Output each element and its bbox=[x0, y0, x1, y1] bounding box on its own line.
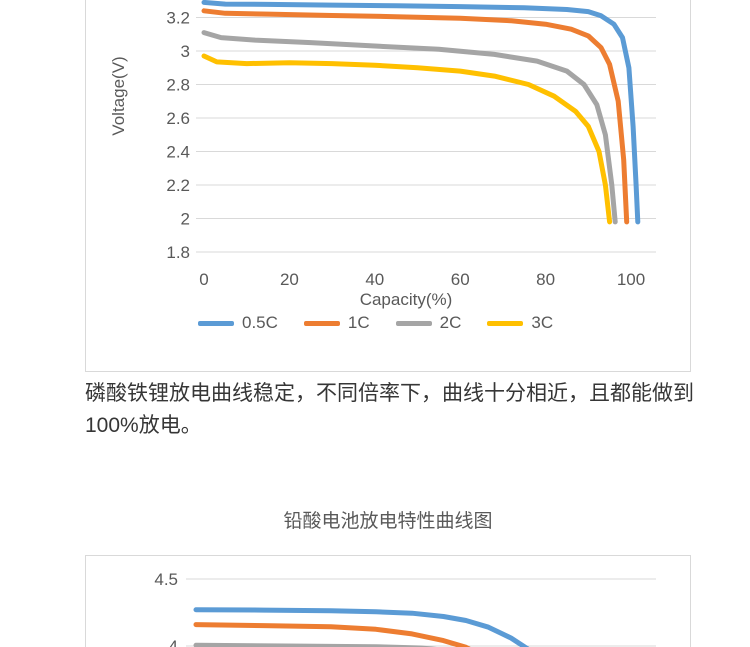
series-line-series-3 bbox=[193, 642, 438, 647]
legend-item-1C: 1C bbox=[303, 313, 370, 333]
y-tick-label: 3 bbox=[181, 42, 190, 61]
lead-acid-discharge-chart: 4.54 bbox=[154, 570, 656, 647]
y-tick-label: 4 bbox=[169, 637, 178, 647]
y-tick-label: 4.5 bbox=[154, 570, 178, 589]
legend-swatch-icon bbox=[395, 320, 432, 326]
x-tick-label: 100 bbox=[617, 270, 645, 289]
series-line-0.5C bbox=[201, 0, 641, 225]
series-line-2C bbox=[201, 30, 618, 225]
series-line-series-1 bbox=[193, 607, 530, 647]
legend-item-3C: 3C bbox=[487, 313, 553, 333]
legend-label: 3C bbox=[531, 313, 554, 332]
x-tick-label: 80 bbox=[536, 270, 555, 289]
x-axis-title: Capacity(%) bbox=[360, 290, 453, 309]
x-tick-label: 40 bbox=[365, 270, 384, 289]
caption-text: 磷酸铁锂放电曲线稳定，不同倍率下，曲线十分相近，且都能做到100%放电。 bbox=[85, 382, 694, 437]
y-tick-label: 2 bbox=[181, 210, 190, 229]
y-tick-label: 3.2 bbox=[166, 9, 190, 28]
series-line-3C bbox=[201, 53, 613, 225]
y-axis-title: Voltage(V) bbox=[109, 56, 128, 135]
legend-swatch-icon bbox=[487, 320, 524, 326]
legend-label: 2C bbox=[439, 313, 462, 332]
lifepo4-discharge-chart: 1.8 2 2.2 2.4 2.6 2.8 3 3.2 0 20 40 60 80 100 Capacity… bbox=[109, 0, 656, 309]
y-tick-label: 2.2 bbox=[166, 176, 190, 195]
y-tick-label: 2.8 bbox=[166, 76, 190, 95]
legend-label: 0.5C bbox=[242, 313, 278, 332]
y-tick-label: 2.4 bbox=[166, 143, 190, 162]
y-tick-label: 2.6 bbox=[166, 109, 190, 128]
legend-item-0.5C: 0.5C bbox=[198, 313, 278, 333]
x-tick-label: 0 bbox=[199, 270, 208, 289]
lifepo4-chart-panel: 1.8 2 2.2 2.4 2.6 2.8 3 3.2 0 20 40 60 80 100 Capacity… bbox=[85, 0, 691, 372]
legend-swatch-icon bbox=[198, 320, 234, 326]
y-tick-label: 1.8 bbox=[166, 243, 190, 262]
legend-label: 1C bbox=[347, 313, 370, 332]
series-line-1C bbox=[201, 8, 630, 225]
lead-acid-chart-title: 铅酸电池放电特性曲线图 bbox=[283, 511, 493, 532]
lead-acid-chart-panel: 4.5 4 bbox=[85, 555, 691, 647]
chart-legend: 0.5C 1C 2C 3C bbox=[198, 313, 553, 333]
x-tick-label: 60 bbox=[451, 270, 470, 289]
x-tick-label: 20 bbox=[280, 270, 299, 289]
legend-item-2C: 2C bbox=[395, 313, 462, 333]
legend-swatch-icon bbox=[303, 320, 340, 326]
series-line-series-2 bbox=[193, 622, 471, 647]
